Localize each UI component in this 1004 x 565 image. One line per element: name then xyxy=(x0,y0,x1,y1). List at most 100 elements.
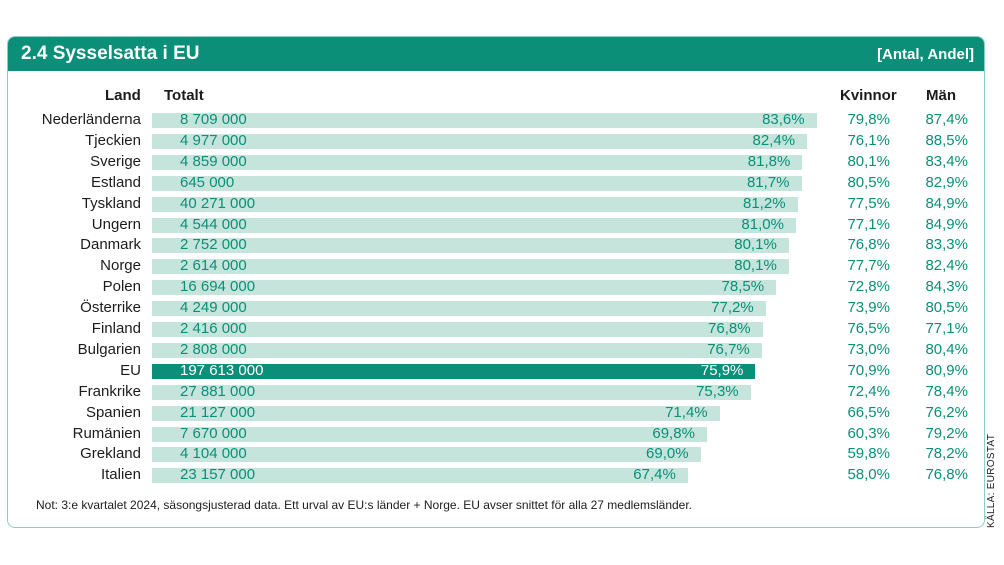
chart-unit: [Antal, Andel] xyxy=(877,45,974,63)
chart-panel: 2.4 Sysselsatta i EU [Antal, Andel] Land… xyxy=(7,36,985,528)
bar xyxy=(152,113,817,128)
table-row: Rumänien 7 670 000 69,8% 60,3% 79,2% xyxy=(8,424,984,445)
total-value: 4 859 000 xyxy=(180,152,247,170)
bar xyxy=(152,468,688,484)
share-label: 81,7% xyxy=(746,173,790,191)
bar xyxy=(152,154,803,170)
men-share: 77,1% xyxy=(925,320,968,337)
share-label: 81,2% xyxy=(743,194,786,212)
women-share: 77,7% xyxy=(847,257,890,275)
country-label: Norge xyxy=(100,257,141,275)
table-row: Spanien 21 127 000 71,4% 66,5% 76,2% xyxy=(8,403,984,424)
table-row: Italien 23 157 000 67,4% 58,0% 76,8% xyxy=(8,465,984,486)
total-value: 21 127 000 xyxy=(180,403,256,421)
table-row: Danmark 2 752 000 80,1% 76,8% 83,3% xyxy=(8,235,984,256)
women-share: 76,5% xyxy=(847,320,890,337)
column-header-man: Män xyxy=(926,87,956,104)
country-label: Tjeckien xyxy=(85,131,141,149)
bar xyxy=(152,238,789,254)
men-share: 79,2% xyxy=(925,424,968,442)
country-label: Rumänien xyxy=(72,424,141,442)
share-label: 83,6% xyxy=(762,111,805,128)
country-label: Italien xyxy=(100,466,141,484)
total-value: 2 614 000 xyxy=(180,257,247,275)
share-label: 78,5% xyxy=(721,278,765,296)
women-share: 79,8% xyxy=(847,111,890,128)
country-label: Bulgarien xyxy=(77,340,141,358)
column-header-kvinnor: Kvinnor xyxy=(840,87,897,104)
table-row: Estland 645 000 81,7% 80,5% 82,9% xyxy=(8,173,984,194)
women-share: 76,8% xyxy=(847,236,890,254)
table-row: Finland 2 416 000 76,8% 76,5% 77,1% xyxy=(8,319,984,340)
table-row: Frankrike 27 881 000 75,3% 72,4% 78,4% xyxy=(8,382,984,403)
table-row: Nederländerna 8 709 000 83,6% 79,8% 87,4% xyxy=(8,110,984,131)
total-value: 645 000 xyxy=(180,173,235,191)
women-share: 80,5% xyxy=(847,173,890,191)
chart-title: 2.4 Sysselsatta i EU xyxy=(21,43,200,64)
women-share: 60,3% xyxy=(847,424,890,442)
country-label: Österrike xyxy=(80,299,141,317)
men-share: 82,4% xyxy=(925,257,968,275)
footnote: Not: 3:e kvartalet 2024, säsongsjusterad… xyxy=(36,498,693,512)
country-label: Ungern xyxy=(91,215,141,233)
total-value: 27 881 000 xyxy=(180,382,256,400)
women-share: 77,1% xyxy=(847,215,890,233)
total-value: 40 271 000 xyxy=(180,194,256,212)
men-share: 80,4% xyxy=(925,340,968,358)
share-label: 80,1% xyxy=(734,236,777,254)
bar xyxy=(152,447,701,463)
total-value: 16 694 000 xyxy=(180,278,256,296)
total-value: 197 613 000 xyxy=(180,361,264,379)
bar xyxy=(152,322,763,337)
share-label: 69,8% xyxy=(652,424,695,442)
table-row: Österrike 4 249 000 77,2% 73,9% 80,5% xyxy=(8,298,984,319)
men-share: 84,3% xyxy=(925,278,968,296)
men-share: 78,2% xyxy=(925,445,968,463)
women-share: 70,9% xyxy=(847,361,890,379)
men-share: 83,3% xyxy=(925,236,968,254)
share-label: 69,0% xyxy=(646,445,689,463)
table-row: Norge 2 614 000 80,1% 77,7% 82,4% xyxy=(8,256,984,277)
women-share: 77,5% xyxy=(847,194,890,212)
column-header-totalt: Totalt xyxy=(164,87,204,104)
country-label: Danmark xyxy=(80,236,141,254)
bar xyxy=(152,384,751,400)
women-share: 73,9% xyxy=(847,299,890,317)
men-share: 76,2% xyxy=(925,403,968,421)
women-share: 80,1% xyxy=(847,152,890,170)
men-share: 84,9% xyxy=(925,194,968,212)
table-row: Ungern 4 544 000 81,0% 77,1% 84,9% xyxy=(8,215,984,236)
country-label: EU xyxy=(120,361,141,379)
chart-header: 2.4 Sysselsatta i EU [Antal, Andel] xyxy=(8,37,984,71)
country-label: Tyskland xyxy=(81,194,141,212)
source-credit: KÄLLA: EUROSTAT xyxy=(986,433,997,528)
share-label: 81,0% xyxy=(741,215,784,233)
bar xyxy=(152,405,720,421)
bar xyxy=(152,363,756,379)
men-share: 80,9% xyxy=(925,361,968,379)
country-label: Nederländerna xyxy=(41,111,141,128)
men-share: 80,5% xyxy=(925,299,968,317)
total-value: 4 104 000 xyxy=(180,445,247,463)
bar xyxy=(152,301,766,317)
share-label: 75,9% xyxy=(700,361,744,379)
total-value: 4 977 000 xyxy=(180,131,247,149)
men-share: 87,4% xyxy=(925,111,968,128)
total-value: 2 808 000 xyxy=(180,340,247,358)
women-share: 73,0% xyxy=(847,340,890,358)
bar xyxy=(152,133,808,149)
total-value: 4 544 000 xyxy=(180,215,247,233)
share-label: 77,2% xyxy=(711,299,754,317)
country-label: Frankrike xyxy=(78,382,141,400)
bar xyxy=(152,259,789,275)
total-value: 23 157 000 xyxy=(180,466,256,484)
table-row: Grekland 4 104 000 69,0% 59,8% 78,2% xyxy=(8,444,984,465)
table-row: Tyskland 40 271 000 81,2% 77,5% 84,9% xyxy=(8,194,984,215)
total-value: 7 670 000 xyxy=(180,424,247,442)
bar xyxy=(152,280,777,296)
men-share: 82,9% xyxy=(925,173,968,191)
share-label: 67,4% xyxy=(633,466,676,484)
column-header-land: Land xyxy=(105,87,141,104)
men-share: 76,8% xyxy=(925,466,968,484)
table-row: Polen 16 694 000 78,5% 72,8% 84,3% xyxy=(8,277,984,298)
